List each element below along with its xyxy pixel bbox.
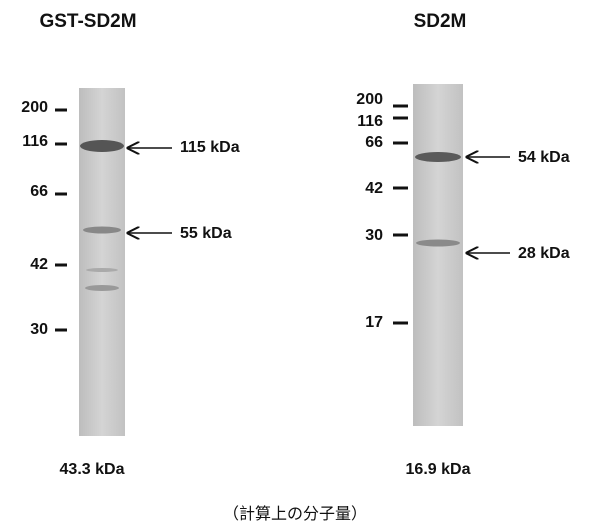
gel-band bbox=[86, 268, 118, 272]
caption: （計算上の分子量） bbox=[223, 504, 367, 523]
marker-label: 30 bbox=[365, 227, 383, 244]
marker-label: 30 bbox=[30, 321, 48, 338]
gel-lane bbox=[413, 84, 463, 426]
marker-label: 66 bbox=[30, 183, 48, 200]
panel-title: GST-SD2M bbox=[39, 11, 136, 32]
panel-title: SD2M bbox=[414, 11, 467, 32]
gel-band bbox=[85, 285, 119, 291]
marker-label: 116 bbox=[22, 133, 48, 150]
band-label: 55 kDa bbox=[180, 225, 232, 242]
gel-band bbox=[415, 152, 461, 162]
calculated-mass: 16.9 kDa bbox=[406, 461, 471, 478]
figure: GST-SD2M 200 116 66 42 30 115 kDa 55 kDa… bbox=[0, 0, 591, 524]
panel-sd2m: SD2M 200 116 66 42 30 17 54 kDa 28 kDa 1… bbox=[356, 11, 569, 478]
panel-gst-sd2m: GST-SD2M 200 116 66 42 30 115 kDa 55 kDa… bbox=[21, 11, 239, 478]
band-label: 115 kDa bbox=[180, 139, 240, 156]
band-label: 28 kDa bbox=[518, 245, 570, 262]
marker-label: 17 bbox=[365, 314, 383, 331]
gel-band bbox=[80, 140, 124, 152]
marker-label: 200 bbox=[356, 91, 383, 108]
band-label: 54 kDa bbox=[518, 149, 570, 166]
marker-label: 66 bbox=[365, 134, 383, 151]
marker-label: 42 bbox=[365, 180, 383, 197]
marker-label: 42 bbox=[30, 256, 48, 273]
gel-band bbox=[83, 227, 121, 234]
calculated-mass: 43.3 kDa bbox=[60, 461, 125, 478]
marker-label: 116 bbox=[357, 113, 383, 130]
gel-band bbox=[416, 240, 460, 247]
marker-label: 200 bbox=[21, 99, 48, 116]
